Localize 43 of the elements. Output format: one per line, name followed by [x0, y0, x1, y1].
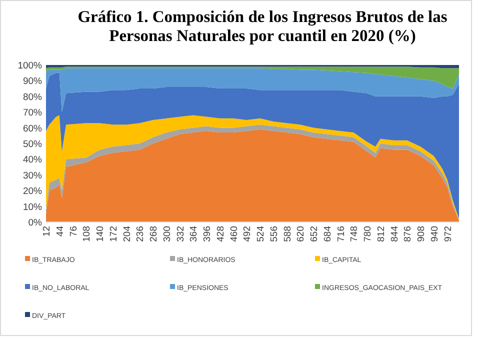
- x-tick-label: 12: [42, 226, 52, 237]
- x-tick-label: 972: [442, 226, 454, 242]
- x-tick-label: 460: [228, 226, 240, 242]
- x-tick-label: 268: [148, 226, 160, 242]
- y-tick-label: 20%: [22, 186, 43, 198]
- y-tick-label: 90%: [22, 76, 43, 88]
- x-tick-label: 524: [256, 226, 267, 242]
- x-tick-label: 364: [188, 226, 200, 242]
- y-tick-label: 30%: [22, 170, 43, 182]
- x-tick-label: 556: [268, 226, 280, 242]
- x-tick-label: 300: [162, 226, 173, 242]
- x-tick-label: 748: [349, 226, 360, 242]
- x-tick-label: 108: [82, 226, 93, 242]
- x-tick-label: 620: [296, 226, 307, 242]
- x-tick-label: 844: [389, 226, 400, 242]
- x-tick-label: 684: [322, 226, 334, 242]
- x-tick-label: 716: [336, 226, 347, 242]
- y-tick-label: 70%: [22, 108, 43, 119]
- x-tick-label: 76: [68, 226, 80, 237]
- x-tick-label: 332: [175, 226, 186, 242]
- x-tick-label: 428: [215, 226, 226, 242]
- y-tick-label: 80%: [22, 92, 43, 103]
- y-tick-label: 0%: [28, 218, 43, 228]
- y-tick-label: 10%: [22, 202, 43, 213]
- y-tick-label: 50%: [22, 139, 43, 150]
- y-tick-label: 40%: [22, 154, 43, 166]
- y-tick-label: 100%: [18, 60, 43, 72]
- chart-title: Gráfico 1. Composición de los Ingresos Brutos de las Personas Naturales por cuantil en 2020 (%): [78, 7, 448, 45]
- x-tick-label: 588: [282, 226, 294, 242]
- x-tick-label: 908: [416, 226, 428, 242]
- x-tick-label: 652: [309, 226, 320, 242]
- x-tick-label: 396: [202, 226, 214, 242]
- x-tick-label: 204: [122, 226, 133, 242]
- x-tick-label: 940: [429, 226, 440, 242]
- x-tick-label: 236: [135, 226, 146, 242]
- x-tick-label: 44: [54, 226, 66, 237]
- x-tick-label: 492: [242, 226, 254, 242]
- x-tick-label: 876: [402, 226, 414, 242]
- x-tick-label: 172: [108, 226, 120, 242]
- x-tick-label: 780: [362, 226, 374, 242]
- y-tick-label: 60%: [22, 123, 43, 134]
- x-tick-label: 812: [376, 226, 387, 242]
- x-tick-label: 140: [95, 226, 106, 242]
